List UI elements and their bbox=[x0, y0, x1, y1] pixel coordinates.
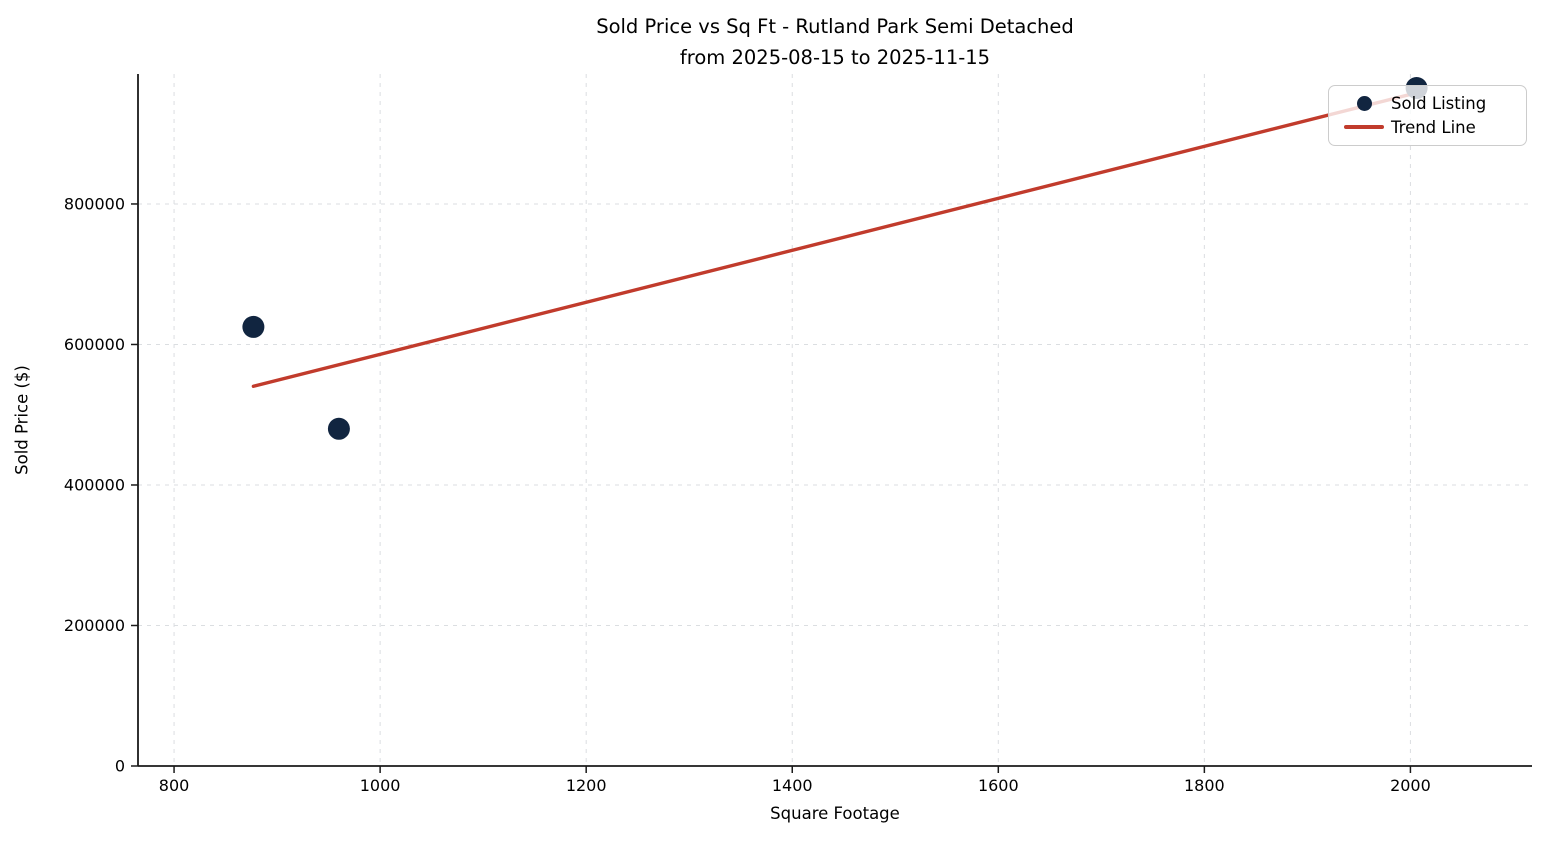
x-tick-label: 1200 bbox=[566, 776, 607, 795]
trend-line bbox=[251, 91, 1419, 388]
legend-label-trend-line: Trend Line bbox=[1391, 117, 1476, 137]
y-axis-label: Sold Price ($) bbox=[12, 365, 32, 475]
legend-item-sold-listing: Sold Listing bbox=[1337, 92, 1516, 116]
y-tick-label: 0 bbox=[115, 757, 125, 776]
data-point bbox=[242, 315, 265, 338]
legend-item-trend-line: Trend Line bbox=[1337, 116, 1516, 140]
y-tick-label: 200000 bbox=[64, 616, 125, 635]
x-tick-label: 1800 bbox=[1184, 776, 1225, 795]
x-tick-label: 1000 bbox=[360, 776, 401, 795]
data-point bbox=[327, 417, 350, 440]
legend: Sold Listing Trend Line bbox=[1328, 85, 1527, 146]
chart-title-line1: Sold Price vs Sq Ft - Rutland Park Semi … bbox=[596, 15, 1074, 38]
x-axis-label: Square Footage bbox=[770, 804, 900, 823]
x-tick-label: 2000 bbox=[1390, 776, 1431, 795]
legend-label-sold-listing: Sold Listing bbox=[1391, 94, 1487, 114]
trend-line-marker-icon bbox=[1344, 125, 1384, 130]
x-tick-label: 800 bbox=[159, 776, 190, 795]
y-tick-label: 800000 bbox=[64, 194, 125, 213]
x-tick-label: 1400 bbox=[772, 776, 813, 795]
x-tick-label: 1600 bbox=[978, 776, 1019, 795]
y-tick-label: 600000 bbox=[64, 335, 125, 354]
chart-title-line2: from 2025-08-15 to 2025-11-15 bbox=[679, 46, 991, 69]
sold-listing-marker-icon bbox=[1356, 96, 1372, 112]
chart-title: Sold Price vs Sq Ft - Rutland Park Semi … bbox=[138, 11, 1532, 73]
y-tick-label: 400000 bbox=[64, 475, 125, 494]
